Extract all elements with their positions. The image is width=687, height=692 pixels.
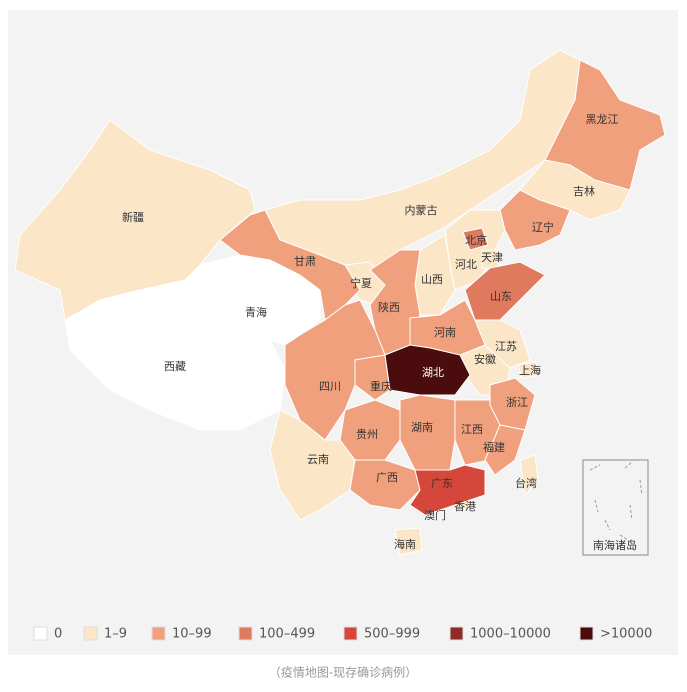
- legend-label: 10–99: [172, 627, 212, 642]
- region: [384, 344, 471, 396]
- region: [354, 354, 391, 401]
- region: [519, 454, 539, 497]
- region-label: 内蒙古: [405, 203, 438, 217]
- region-label: 甘肃: [294, 255, 316, 268]
- legend-label: 100–499: [259, 627, 315, 642]
- region-label: 黑龙江: [586, 113, 619, 126]
- region-label: 辽宁: [532, 220, 554, 234]
- region-label: 贵州: [356, 428, 378, 441]
- region-label: 福建: [483, 440, 505, 454]
- region: [499, 189, 571, 251]
- region-label: 湖南: [411, 421, 433, 434]
- legend-swatch: [83, 626, 98, 641]
- region-label: 陕西: [378, 300, 400, 314]
- regions: [14, 49, 666, 556]
- region-label: 台湾: [515, 476, 537, 490]
- region: [399, 394, 456, 471]
- region-label: 西藏: [164, 360, 186, 373]
- region-label: 江苏: [495, 340, 517, 353]
- region-label: 云南: [307, 453, 329, 466]
- legend-swatch: [343, 626, 358, 641]
- region-label: 重庆: [370, 379, 392, 393]
- region-label: 天津: [481, 251, 503, 264]
- region: [544, 49, 666, 191]
- legend-swatch: [151, 626, 166, 641]
- region-label: 宁夏: [350, 276, 372, 290]
- legend-swatch: [579, 626, 594, 641]
- legend-label: 1–9: [104, 627, 127, 642]
- region-label: 北京: [465, 233, 487, 247]
- region-label: 广东: [431, 477, 453, 490]
- region-label: 湖北: [422, 366, 444, 379]
- legend-label: 1000–10000: [470, 627, 551, 642]
- region: [517, 361, 541, 379]
- region: [474, 319, 531, 369]
- region: [339, 399, 401, 461]
- region-label: 海南: [394, 537, 416, 551]
- region-label: 安徽: [474, 352, 496, 366]
- region-label: 浙江: [506, 396, 528, 409]
- region-label: 广西: [376, 471, 398, 484]
- region-label: 河北: [455, 258, 477, 271]
- inset-islands: [589, 461, 643, 541]
- region-label: 上海: [519, 363, 541, 377]
- legend: 0 1–9 10–99 100–499 500–999 1000–10000 >10000: [33, 626, 652, 642]
- region-label: 四川: [319, 380, 341, 393]
- inset-box: [582, 459, 649, 556]
- region-label: 新疆: [122, 210, 144, 224]
- inset: 南海诸岛: [582, 459, 649, 556]
- region-label: 江西: [461, 423, 483, 436]
- region: [484, 424, 526, 476]
- region: [349, 459, 421, 511]
- region: [409, 464, 486, 516]
- region-label: 山东: [490, 290, 512, 303]
- region-label: 香港: [454, 500, 476, 513]
- legend-swatch: [33, 626, 48, 641]
- region: [464, 261, 546, 321]
- legend-label: 0: [54, 627, 62, 642]
- legend-label: >10000: [600, 627, 652, 642]
- caption: （疫情地图-现存确诊病例）: [269, 665, 417, 680]
- region: [394, 527, 423, 556]
- legend-swatch: [449, 626, 464, 641]
- legend-label: 500–999: [364, 627, 420, 642]
- region: [219, 209, 361, 321]
- region-label: 澳门: [424, 508, 446, 522]
- region-label: 吉林: [573, 184, 595, 198]
- region: [462, 227, 489, 251]
- legend-swatch: [238, 626, 253, 641]
- region-label: 青海: [245, 305, 267, 319]
- region-label: 河南: [434, 326, 456, 339]
- inset-label: 南海诸岛: [593, 538, 637, 552]
- region-label: 山西: [421, 273, 443, 286]
